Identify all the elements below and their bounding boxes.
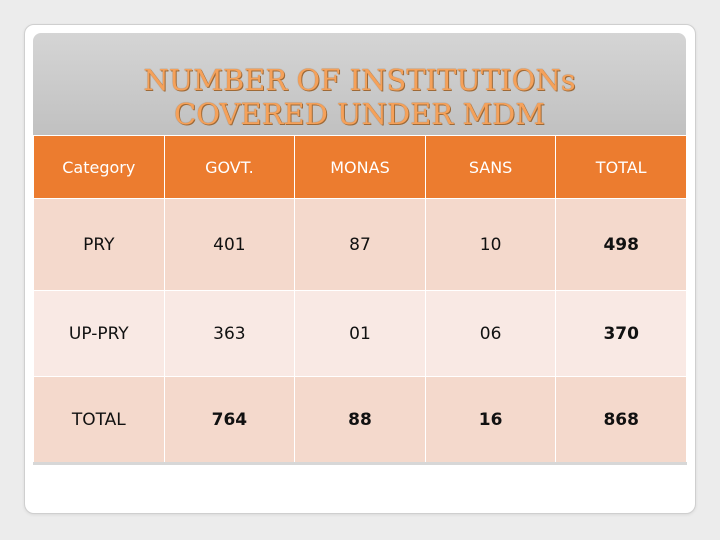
table-row: PRY 401 87 10 498	[33, 197, 687, 292]
table-header-row: Category GOVT. MONAS SANS TOTAL	[33, 135, 687, 199]
institutions-table: Category GOVT. MONAS SANS TOTAL PRY 401 …	[33, 135, 687, 463]
cell-total: 498	[555, 197, 687, 292]
title-line-2: COVERED UNDER MDM	[174, 97, 545, 131]
cell-govt: 401	[163, 197, 296, 292]
table-bottom-border	[33, 462, 687, 465]
cell-sans: 16	[424, 376, 557, 463]
header-govt: GOVT.	[163, 135, 296, 199]
cell-monas: 88	[294, 376, 426, 463]
cell-total: 868	[555, 376, 687, 463]
cell-monas: 01	[294, 290, 426, 377]
table-row: TOTAL 764 88 16 868	[33, 376, 687, 463]
header-monas: MONAS	[294, 135, 426, 199]
cell-sans: 10	[424, 197, 557, 292]
cell-total: 370	[555, 290, 687, 377]
cell-govt: 363	[163, 290, 296, 377]
cell-govt: 764	[163, 376, 296, 463]
cell-category: UP-PRY	[33, 290, 165, 377]
cell-monas: 87	[294, 197, 426, 292]
cell-sans: 06	[424, 290, 557, 377]
cell-category: PRY	[33, 197, 165, 292]
table-row: UP-PRY 363 01 06 370	[33, 290, 687, 377]
cell-category: TOTAL	[33, 376, 165, 463]
slide-title: NUMBER OF INSTITUTIONs COVERED UNDER MDM	[33, 63, 686, 131]
header-category: Category	[33, 135, 165, 199]
header-total: TOTAL	[555, 135, 687, 199]
header-sans: SANS	[424, 135, 557, 199]
title-line-1: NUMBER OF INSTITUTIONs	[143, 63, 576, 97]
